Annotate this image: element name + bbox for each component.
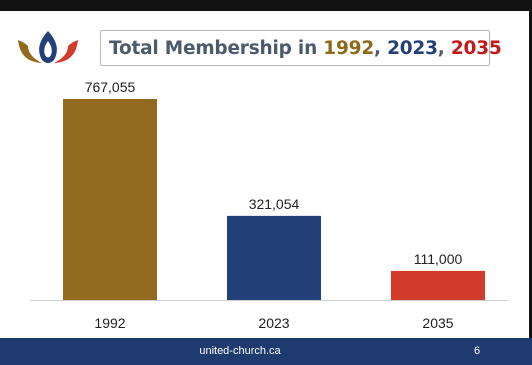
bar-2023 [227, 215, 321, 300]
data-label-2035: 111,000 [414, 251, 463, 267]
bar-chart: 767,055 1992 321,054 2023 111,000 2035 [30, 79, 508, 331]
x-tick-label-2023: 2023 [258, 315, 289, 331]
slide-title: Total Membership in 1992, 2023, 2035 [109, 38, 502, 59]
footer-bar: united-church.ca 6 [0, 338, 532, 365]
x-tick-label-2035: 2035 [422, 315, 453, 331]
data-label-1992: 767,055 [85, 79, 136, 95]
title-part-2: , [374, 37, 388, 59]
bar-1992 [63, 99, 157, 300]
data-label-2023: 321,054 [249, 196, 300, 212]
church-logo-icon [18, 31, 78, 63]
top-border [0, 0, 532, 11]
right-border [529, 0, 532, 365]
title-box: Total Membership in 1992, 2023, 2035 [100, 30, 502, 66]
title-part-0: Total Membership in [109, 37, 324, 59]
title-part-4: , [437, 37, 451, 59]
title-part-1: 1992 [323, 37, 374, 59]
bar-2035 [391, 270, 485, 300]
x-tick-label-1992: 1992 [94, 315, 125, 331]
page-number: 6 [474, 345, 481, 357]
title-part-3: 2023 [387, 37, 438, 59]
footer-site-url: united-church.ca [199, 345, 281, 357]
title-part-5: 2035 [450, 37, 502, 59]
